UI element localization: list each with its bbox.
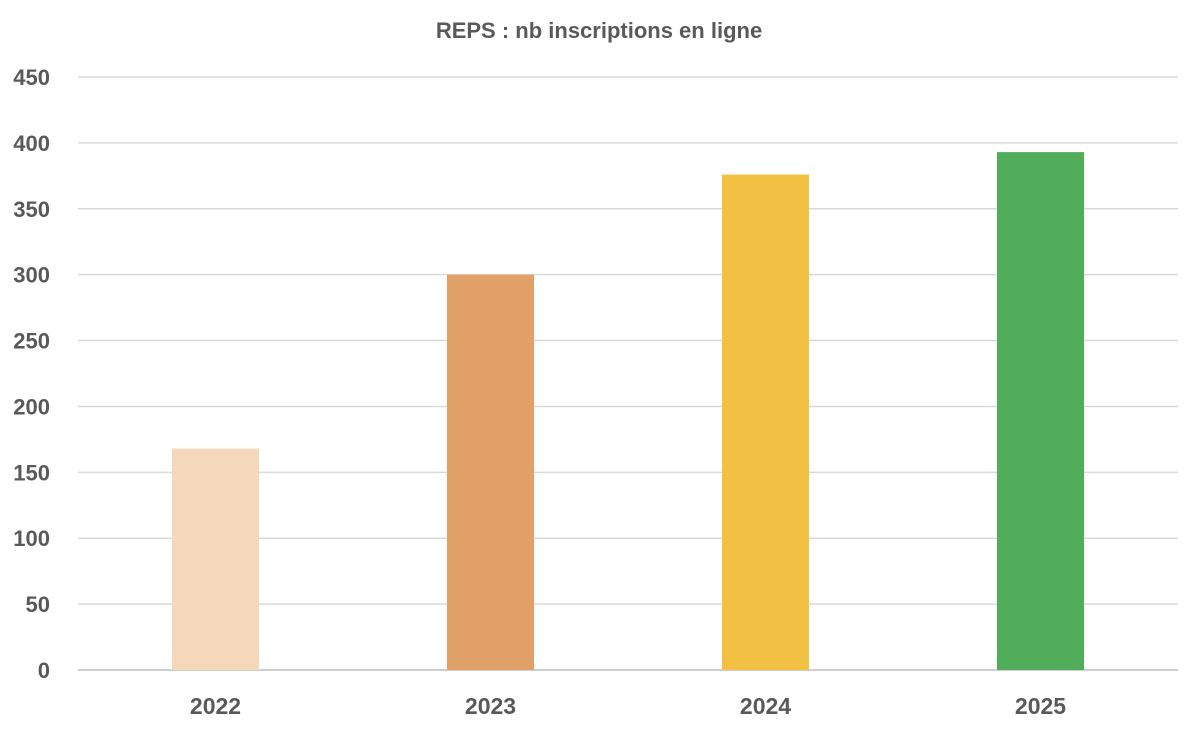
y-tick-label: 300 xyxy=(13,263,50,288)
gridlines xyxy=(78,76,1178,671)
bars xyxy=(172,152,1084,670)
bar-2022 xyxy=(172,448,259,670)
x-category-label: 2024 xyxy=(740,693,791,719)
y-tick-label: 250 xyxy=(13,329,50,354)
y-tick-label: 400 xyxy=(13,131,50,156)
y-axis-tick-labels: 0 50 100 150 200 250 300 350 400 450 xyxy=(13,65,50,683)
x-category-label: 2025 xyxy=(1015,693,1066,719)
y-tick-label: 100 xyxy=(13,526,50,551)
chart-title: REPS : nb inscriptions en ligne xyxy=(436,18,762,43)
y-tick-label: 150 xyxy=(13,460,50,485)
bar-2024 xyxy=(722,174,809,670)
bar-2025 xyxy=(997,152,1084,670)
bar-2023 xyxy=(447,274,534,670)
y-tick-label: 50 xyxy=(26,592,50,617)
y-tick-label: 200 xyxy=(13,394,50,419)
x-category-label: 2023 xyxy=(465,693,516,719)
y-tick-label: 0 xyxy=(38,658,50,683)
x-axis-category-labels: 2022 2023 2024 2025 xyxy=(190,693,1066,719)
y-tick-label: 350 xyxy=(13,197,50,222)
y-tick-label: 450 xyxy=(13,65,50,90)
x-category-label: 2022 xyxy=(190,693,241,719)
